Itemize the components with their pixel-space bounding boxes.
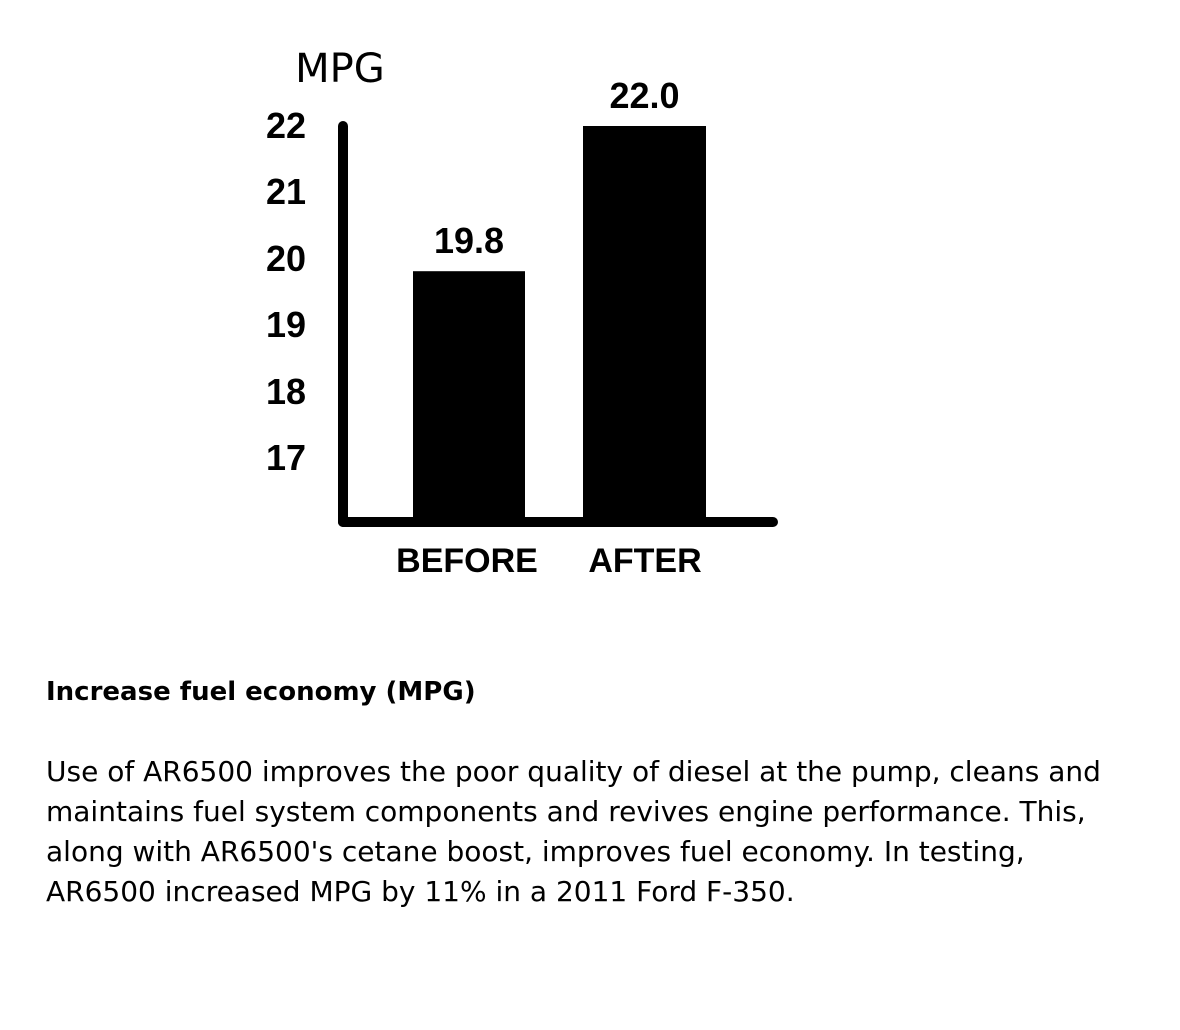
category-label-before: BEFORE xyxy=(396,542,538,580)
data-label-after: 22.0 xyxy=(609,75,679,116)
data-label-before: 19.8 xyxy=(434,220,504,261)
category-labels: BEFORE AFTER xyxy=(396,542,702,580)
y-tick-label: 21 xyxy=(266,171,306,212)
y-tick-label: 18 xyxy=(266,371,306,412)
section-body: Use of AR6500 improves the poor quality … xyxy=(46,755,1101,908)
y-tick-labels: 22 21 20 19 18 17 xyxy=(266,105,306,478)
section-heading: Increase fuel economy (MPG) xyxy=(46,677,476,707)
y-tick-label: 22 xyxy=(266,105,306,146)
y-axis-label: MPG xyxy=(295,46,385,92)
bar-before xyxy=(413,271,525,522)
y-tick-label: 20 xyxy=(266,238,306,279)
bars xyxy=(413,126,706,522)
y-tick-label: 19 xyxy=(266,304,306,345)
data-labels: 19.8 22.0 xyxy=(434,75,680,261)
description-section: Increase fuel economy (MPG) Use of AR650… xyxy=(46,672,1116,912)
bar-after xyxy=(583,126,706,522)
bar-chart: MPG 22 21 20 19 18 17 19.8 22.0 BEFORE AFTER xyxy=(266,46,778,580)
y-tick-label: 17 xyxy=(266,437,306,478)
category-label-after: AFTER xyxy=(588,542,701,580)
